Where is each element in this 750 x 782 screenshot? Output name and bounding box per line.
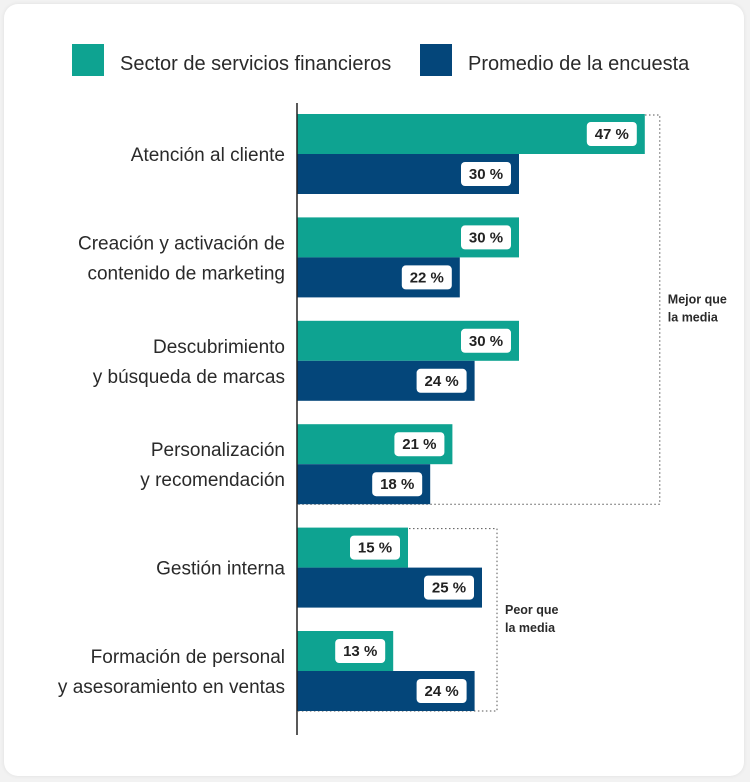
category-label-5: Gestión interna (156, 559, 285, 580)
value-badge-financial-2 (461, 225, 511, 250)
value-label-financial-2: 30 % (469, 229, 503, 246)
legend-swatch-2 (420, 44, 452, 76)
value-badge-survey-2 (401, 265, 452, 290)
category-label-2: Creación y activación de (78, 233, 285, 254)
category-label-6: y asesoramiento en ventas (58, 677, 285, 698)
value-badge-survey-4 (372, 472, 423, 497)
value-badge-financial-6 (335, 639, 386, 663)
legend-label-1: Sector de servicios financieros (120, 53, 391, 75)
group-label-2: Peor que (505, 603, 559, 617)
value-badge-survey-1 (461, 162, 511, 186)
value-badge-financial-4 (394, 432, 445, 457)
value-label-financial-1: 47 % (595, 126, 629, 143)
legend-swatch-1 (72, 44, 104, 76)
category-label-2: contenido de marketing (87, 263, 285, 284)
value-label-survey-1: 30 % (469, 166, 503, 183)
value-label-survey-3: 24 % (424, 373, 458, 390)
value-label-financial-4: 21 % (402, 436, 436, 453)
group-label-1: la media (668, 311, 719, 325)
category-label-3: Descubrimiento (153, 337, 285, 358)
value-badge-survey-5 (424, 575, 474, 600)
value-label-financial-3: 30 % (469, 333, 503, 350)
value-label-survey-2: 22 % (410, 269, 444, 286)
value-label-financial-6: 13 % (343, 643, 377, 660)
value-badge-survey-3 (416, 368, 467, 393)
category-label-4: y recomendación (140, 470, 285, 491)
group-label-2: la media (505, 621, 556, 635)
value-badge-financial-1 (586, 122, 637, 146)
value-label-survey-5: 25 % (432, 580, 466, 597)
category-label-1: Atención al cliente (131, 145, 285, 166)
value-badge-financial-3 (461, 328, 511, 353)
value-label-survey-4: 18 % (380, 476, 414, 493)
value-label-financial-5: 15 % (358, 540, 392, 557)
legend-label-2: Promedio de la encuesta (468, 53, 690, 75)
value-label-survey-6: 24 % (424, 683, 458, 700)
category-label-6: Formación de personal (91, 647, 285, 668)
value-badge-survey-6 (416, 679, 467, 703)
category-label-3: y búsqueda de marcas (93, 367, 285, 388)
group-label-1: Mejor que (668, 293, 727, 307)
value-badge-financial-5 (350, 535, 400, 560)
category-label-4: Personalización (151, 440, 285, 461)
